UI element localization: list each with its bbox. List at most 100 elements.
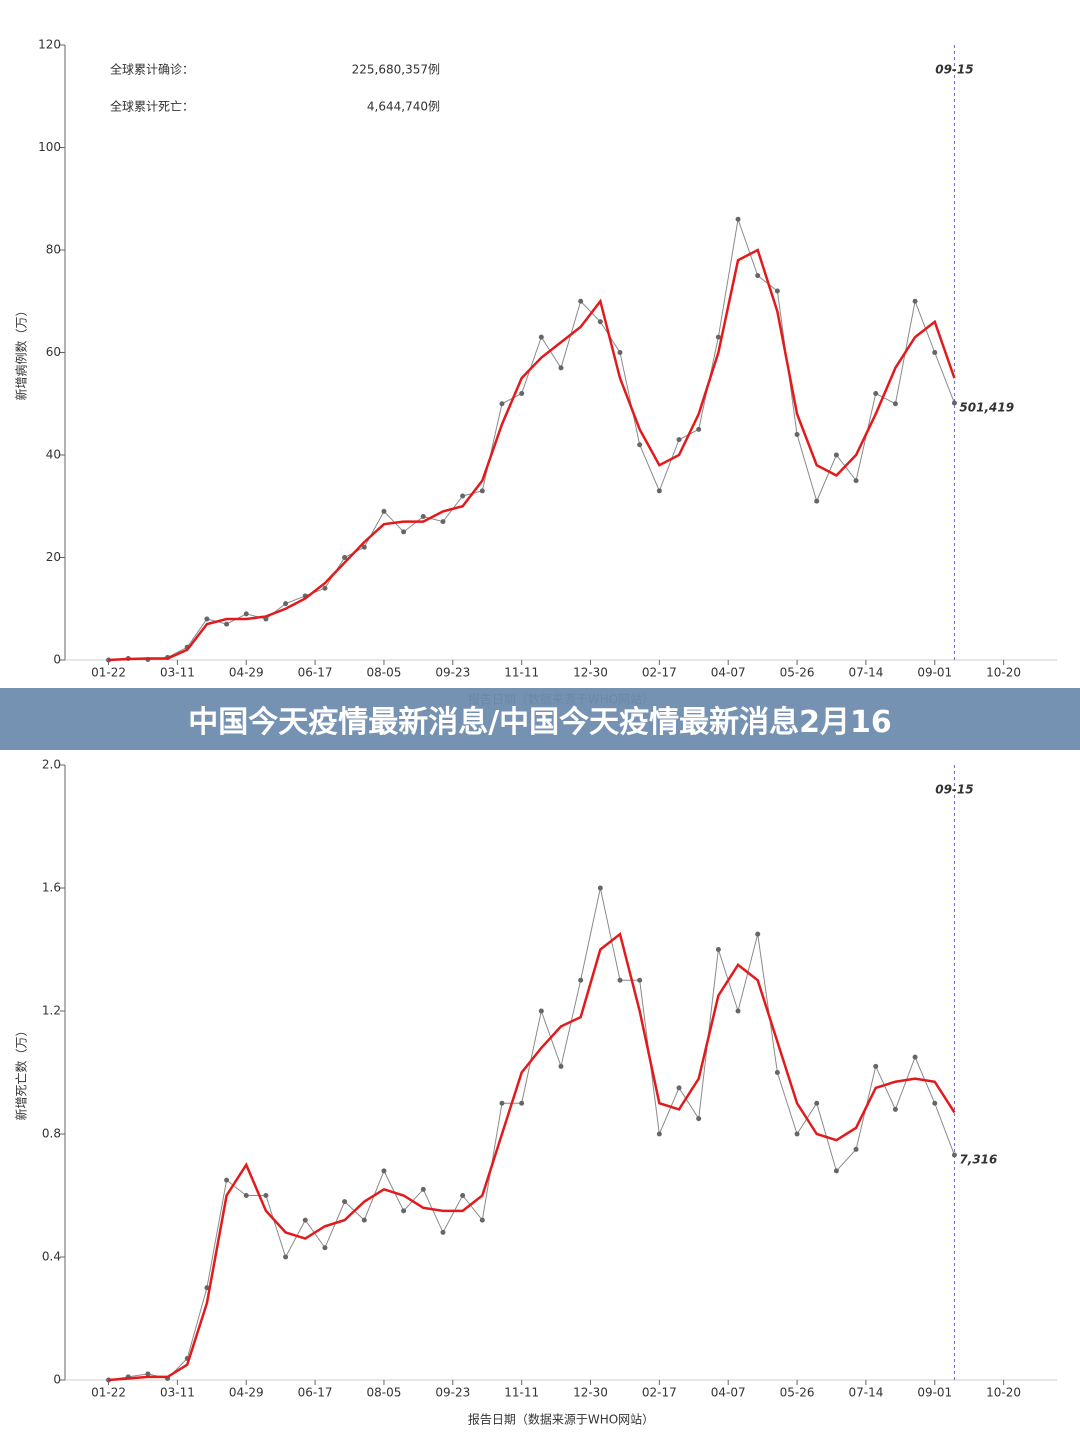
- daily-point: [892, 401, 898, 407]
- daily-point: [696, 1116, 702, 1122]
- daily-point: [814, 498, 820, 504]
- x-tick-label: 07-14: [848, 1386, 883, 1400]
- daily-point: [479, 1217, 485, 1223]
- daily-point: [833, 452, 839, 458]
- daily-point: [715, 947, 721, 952]
- annotation: 225,680,357例: [352, 63, 440, 77]
- annotation: 4,644,740例: [367, 100, 440, 114]
- daily-point: [853, 1146, 859, 1152]
- y-tick-label: 80: [46, 243, 61, 257]
- x-tick-label: 05-26: [780, 1386, 815, 1400]
- daily-point: [637, 442, 643, 448]
- daily-point: [204, 616, 210, 622]
- daily-point: [342, 1199, 348, 1205]
- x-tick-label: 06-17: [298, 1386, 333, 1400]
- daily-point: [578, 298, 584, 304]
- daily-point: [381, 1168, 387, 1174]
- daily-point: [735, 1008, 741, 1014]
- daily-point: [401, 529, 407, 535]
- daily-point: [243, 611, 249, 617]
- x-tick-label: 12-30: [573, 1386, 608, 1400]
- daily-point: [617, 977, 623, 983]
- x-tick-label: 12-30: [573, 666, 608, 680]
- daily-point: [420, 514, 426, 519]
- daily-point: [951, 1152, 957, 1158]
- daily-point: [302, 1217, 308, 1223]
- daily-point: [774, 1070, 780, 1075]
- daily-point: [833, 1168, 839, 1174]
- annotation: 全球累计确诊：: [110, 62, 194, 77]
- y-tick-label: 0.4: [42, 1250, 61, 1264]
- daily-point: [578, 977, 584, 983]
- end-label: 501,419: [959, 401, 1014, 415]
- y-axis-label: 新增病例数（万）: [14, 304, 29, 400]
- x-tick-label: 02-17: [642, 666, 677, 680]
- daily-point: [440, 1229, 446, 1235]
- daily-point: [951, 400, 957, 406]
- daily-point: [755, 273, 761, 279]
- x-tick-label: 10-20: [986, 1386, 1021, 1400]
- y-tick-label: 1.2: [42, 1004, 61, 1018]
- daily-point: [597, 885, 603, 891]
- x-tick-label: 05-26: [780, 666, 815, 680]
- daily-point: [204, 1285, 210, 1291]
- daily-point: [361, 1217, 367, 1223]
- x-tick-label: 04-07: [711, 1386, 746, 1400]
- x-tick-label: 03-11: [160, 666, 195, 680]
- daily-point: [322, 585, 328, 591]
- x-tick-label: 01-22: [91, 666, 126, 680]
- x-tick-label: 03-11: [160, 1386, 195, 1400]
- y-tick-label: 0: [53, 653, 61, 667]
- daily-point: [224, 621, 230, 627]
- y-tick-label: 2.0: [42, 758, 61, 772]
- x-tick-label: 04-29: [229, 1386, 264, 1400]
- x-tick-label: 06-17: [298, 666, 333, 680]
- daily-point: [656, 488, 662, 494]
- y-tick-label: 120: [38, 38, 61, 52]
- daily-point: [538, 1008, 544, 1014]
- daily-point: [440, 519, 446, 525]
- x-tick-label: 01-22: [91, 1386, 126, 1400]
- y-tick-label: 60: [46, 345, 61, 359]
- x-tick-label: 09-23: [435, 1386, 470, 1400]
- x-tick-label: 04-29: [229, 666, 264, 680]
- y-tick-label: 20: [46, 550, 61, 564]
- daily-point: [932, 350, 938, 355]
- daily-point: [617, 350, 623, 355]
- daily-point: [519, 1100, 525, 1106]
- daily-point: [814, 1100, 820, 1106]
- daily-point: [853, 478, 859, 484]
- daily-point: [381, 508, 387, 514]
- average-line: [108, 248, 956, 662]
- y-tick-label: 0: [53, 1373, 61, 1387]
- daily-point: [479, 488, 485, 494]
- x-tick-label: 11-11: [504, 666, 539, 680]
- x-axis-label: 报告日期（数据来源于WHO网站）: [468, 1412, 654, 1427]
- daily-point: [499, 401, 505, 407]
- daily-point: [283, 601, 289, 607]
- daily-point: [656, 1131, 662, 1137]
- daily-point: [794, 1131, 800, 1137]
- x-tick-label: 09-01: [917, 1386, 952, 1400]
- daily-point: [715, 334, 721, 340]
- daily-point: [499, 1100, 505, 1106]
- daily-point: [243, 1193, 249, 1198]
- daily-point: [774, 288, 780, 294]
- y-tick-label: 1.6: [42, 881, 61, 895]
- daily-point: [538, 334, 544, 340]
- daily-point: [637, 977, 643, 983]
- daily-point: [224, 1177, 230, 1183]
- daily-point: [873, 391, 879, 396]
- x-tick-label: 08-05: [367, 1386, 402, 1400]
- x-tick-label: 09-23: [435, 666, 470, 680]
- x-tick-label: 09-01: [917, 666, 952, 680]
- daily-point: [932, 1100, 938, 1106]
- today-label: 09-15: [935, 783, 973, 797]
- annotation: 全球累计死亡：: [110, 99, 194, 114]
- daily-point: [558, 365, 564, 371]
- daily-point: [755, 931, 761, 937]
- daily-point: [912, 1054, 918, 1060]
- x-tick-label: 04-07: [711, 666, 746, 680]
- y-axis-label: 新增死亡数（万）: [14, 1024, 29, 1120]
